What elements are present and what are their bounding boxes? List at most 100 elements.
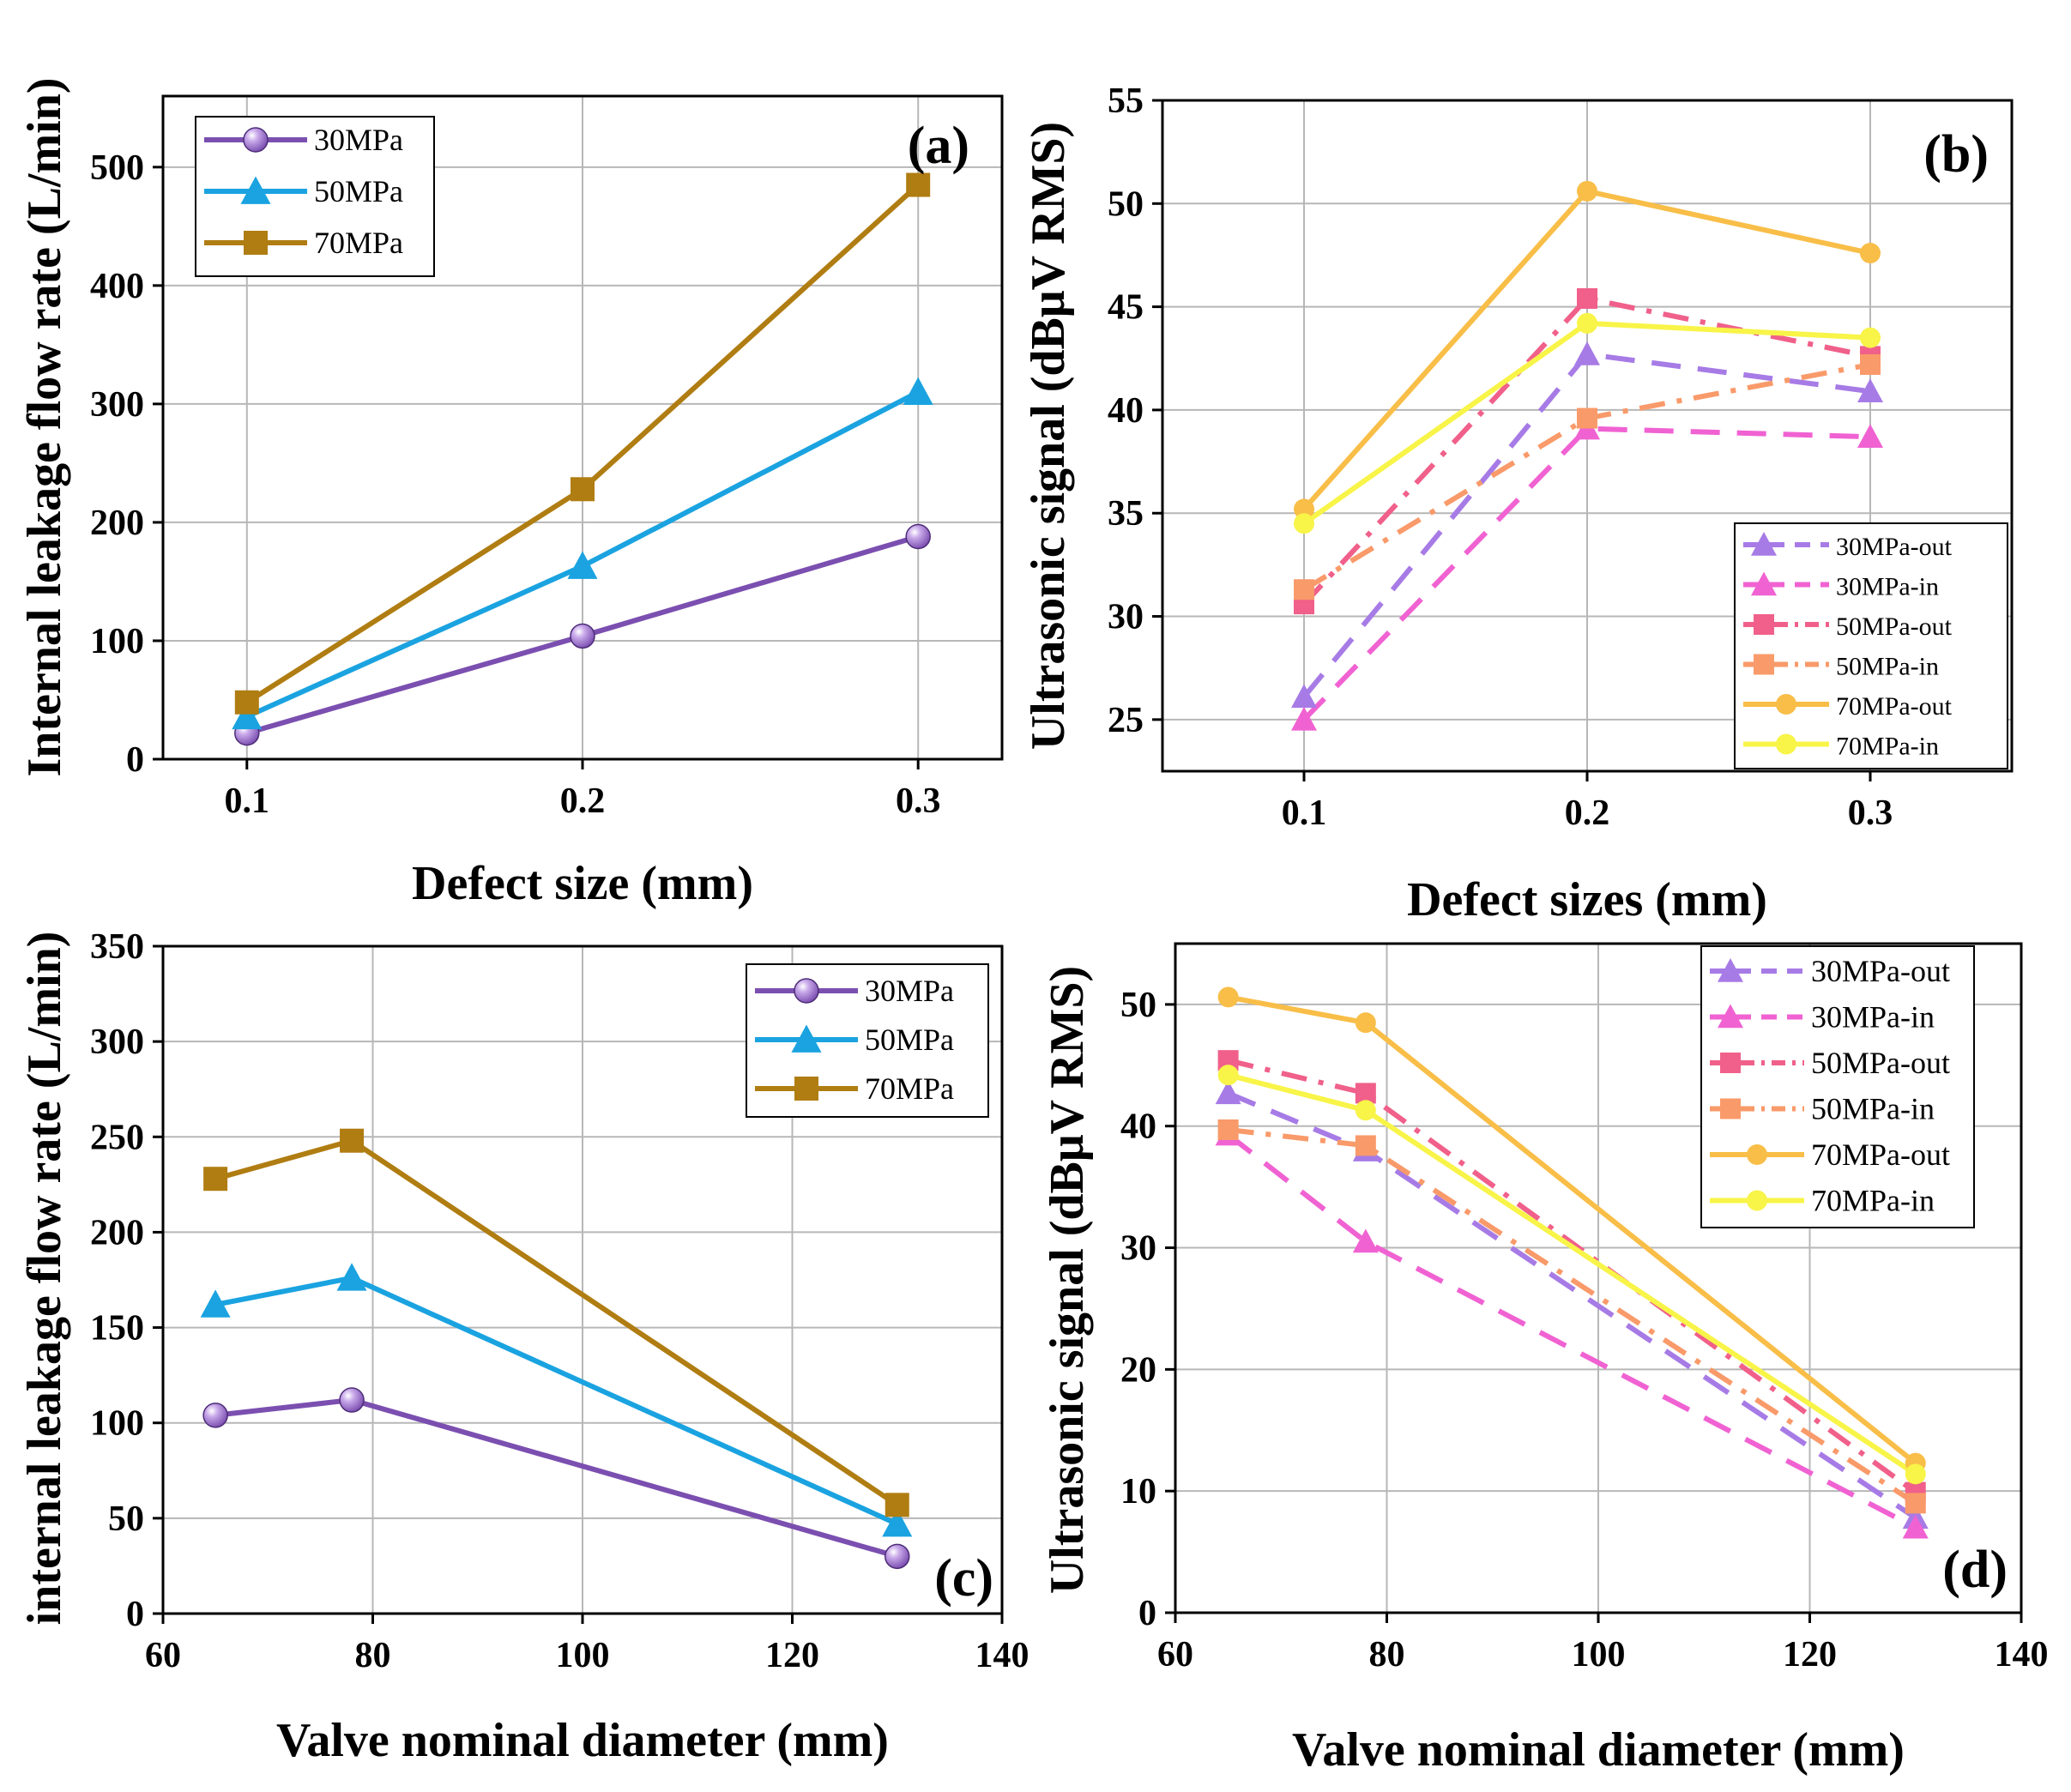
y-tick-label: 0 [126, 1595, 144, 1634]
y-tick-label: 30 [1120, 1229, 1156, 1269]
y-tick-label: 25 [1108, 701, 1144, 740]
y-tick-label: 10 [1120, 1472, 1156, 1511]
y-tick-label: 0 [1138, 1594, 1156, 1633]
data-point-70MPa [885, 1493, 909, 1517]
legend-c: 30MPa 50MPa 70MPa [746, 963, 989, 1118]
panel-c: 0 50 100 150 200 250 300 350 60 80 100 120 140 Valv… [18, 927, 1029, 1767]
x-ticks-b: 0.1 0.2 0.3 [1282, 771, 1893, 833]
data-point-70MPa [571, 477, 595, 502]
x-tick-label: 60 [1157, 1635, 1193, 1674]
x-tick-label: 100 [1572, 1635, 1626, 1674]
x-tick-label: 140 [1995, 1635, 2049, 1674]
x-tick-label: 80 [1369, 1635, 1405, 1674]
data-point-30MPa [885, 1543, 910, 1570]
legend-label-50MPa-out: 50MPa-out [1836, 612, 1953, 641]
x-tick-label: 0.1 [225, 781, 270, 821]
legend-marker-50MPa [791, 1024, 822, 1053]
legend-marker-70MPa [794, 1077, 818, 1101]
grid-d [1175, 944, 2021, 1613]
legend-marker-70MPa-out [1776, 694, 1796, 715]
legend-label-50MPa-in: 50MPa-in [1811, 1092, 1935, 1126]
y-tick-label: 50 [1120, 986, 1156, 1025]
data-point-50MPa-in [1294, 579, 1314, 600]
data-point-70MPa-in [1217, 1065, 1239, 1086]
legend-label-70MPa-out: 70MPa-out [1836, 692, 1953, 721]
panel-b: 25 30 35 40 45 50 55 0.1 0.2 0.3 Defect sizes (m… [1022, 81, 2014, 926]
y-tick-label: 150 [90, 1309, 144, 1349]
y-tick-label: 400 [90, 267, 144, 306]
legend-label-30MPa-out: 30MPa-out [1836, 533, 1953, 561]
legend-label-50MPa-in: 50MPa-in [1836, 653, 1939, 681]
x-axis-label-a: Defect size (mm) [412, 857, 753, 910]
legend-label-70MPa-in: 70MPa-in [1811, 1184, 1935, 1218]
y-tick-label: 200 [90, 504, 144, 543]
x-ticks-a: 0.1 0.2 0.3 [225, 759, 941, 821]
x-tick-label: 120 [765, 1636, 819, 1675]
legend-box-d [1700, 945, 1975, 1228]
x-tick-label: 0.3 [1848, 793, 1893, 833]
legend-marker-50MPa-in [1754, 654, 1774, 675]
y-tick-label: 20 [1120, 1350, 1156, 1390]
x-tick-label: 0.3 [896, 781, 941, 821]
data-point-70MPa [906, 172, 931, 197]
data-point-30MPa-out [1291, 684, 1317, 709]
panel-label-c: (c) [934, 1549, 993, 1608]
data-point-70MPa-in [1905, 1463, 1926, 1485]
x-ticks-d: 60 80 100 120 140 [1157, 1613, 2049, 1674]
x-tick-label: 0.2 [1565, 793, 1610, 833]
legend-marker-70MPa [244, 231, 268, 255]
series-c [200, 1128, 913, 1570]
data-point-50MPa [200, 1289, 231, 1318]
data-point-70MPa-out [1217, 987, 1239, 1008]
data-point-70MPa [234, 690, 259, 715]
data-point-30MPa-out [1857, 378, 1883, 403]
x-axis-label-c: Valve nominal diameter (mm) [276, 1714, 889, 1767]
series-b [1291, 180, 1883, 731]
x-ticks-c: 60 80 100 120 140 [145, 1614, 1029, 1675]
data-point-50MPa-in [1905, 1493, 1926, 1514]
legend-box-b [1734, 522, 2008, 769]
data-point-70MPa-in [1860, 327, 1881, 348]
x-tick-label: 60 [145, 1636, 181, 1675]
data-point-50MPa [882, 1509, 913, 1537]
legend-label-70MPa: 70MPa [865, 1071, 954, 1106]
legend-marker-70MPa-in [1747, 1190, 1767, 1211]
y-tick-label: 50 [108, 1499, 144, 1539]
y-tick-label: 40 [1108, 391, 1144, 431]
x-tick-label: 0.2 [560, 781, 606, 821]
data-point-30MPa-in [1902, 1514, 1929, 1539]
data-point-50MPa-in [1355, 1135, 1376, 1156]
y-tick-label: 300 [90, 1023, 144, 1062]
legend-marker-50MPa-out [1754, 614, 1774, 635]
legend-marker-50MPa-out [1720, 1053, 1741, 1073]
legend-marker-30MPa-out [1751, 532, 1777, 556]
y-ticks-d: 0 10 20 30 40 50 [1120, 986, 1175, 1633]
y-tick-label: 0 [126, 740, 144, 780]
legend-label-70MPa-out: 70MPa-out [1811, 1137, 1950, 1172]
legend-label-30MPa: 30MPa [314, 123, 403, 157]
data-point-50MPa-in [1217, 1119, 1239, 1140]
data-point-30MPa-in [1352, 1228, 1379, 1253]
legend-label-70MPa-in: 70MPa-in [1836, 733, 1939, 761]
legend-marker-50MPa-in [1720, 1098, 1741, 1119]
x-tick-label: 120 [1783, 1635, 1837, 1674]
y-axis-label-a: Internal leakage flow rate (L/min) [18, 78, 71, 777]
y-tick-label: 500 [90, 148, 144, 188]
legend-marker-30MPa-out [1718, 958, 1743, 982]
legend-label-30MPa: 30MPa [865, 974, 954, 1008]
legend-label-70MPa: 70MPa [314, 226, 403, 260]
data-point-70MPa-in [1577, 312, 1597, 334]
data-point-50MPa [232, 701, 263, 730]
panel-label-b: (b) [1923, 125, 1989, 184]
y-tick-label: 50 [1108, 184, 1144, 224]
data-point-70MPa-out [1355, 1012, 1376, 1034]
y-axis-label-b: Ultrasonic signal (dBμV RMS) [1022, 122, 1075, 750]
panel-a: 0 100 200 300 400 500 0.1 0.2 0.3 Defect size (… [18, 78, 1004, 910]
y-tick-label: 35 [1108, 494, 1144, 534]
data-point-50MPa-in [1860, 353, 1881, 375]
legend-marker-30MPa [794, 978, 819, 1004]
y-tick-label: 40 [1120, 1107, 1156, 1147]
data-point-70MPa [340, 1128, 365, 1153]
y-tick-label: 350 [90, 927, 144, 967]
